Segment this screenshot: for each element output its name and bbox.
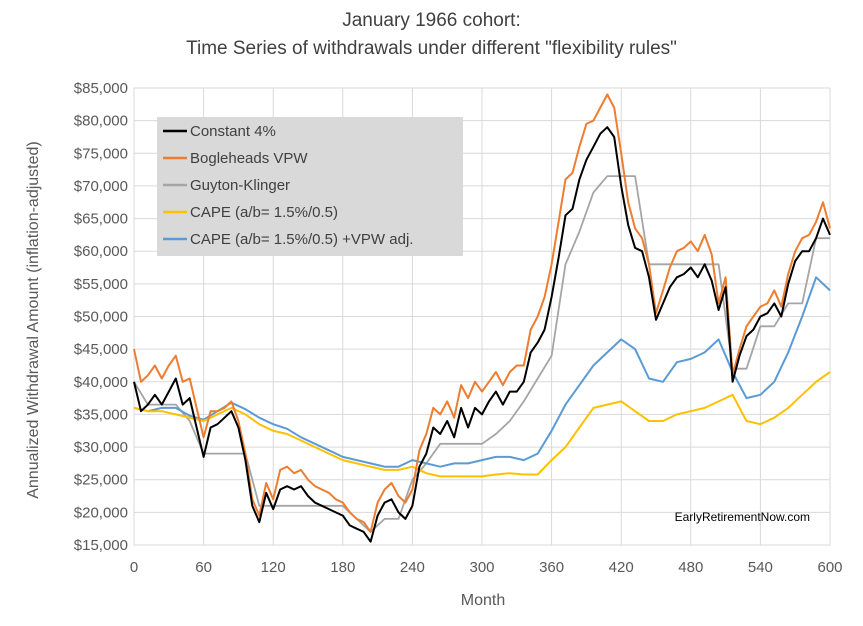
y-tick-label: $75,000 [74,145,128,162]
y-tick-label: $80,000 [74,113,128,130]
y-tick-label: $85,000 [74,80,128,97]
y-tick-label: $60,000 [74,243,128,260]
x-axis-label: Month [461,592,505,609]
y-axis-label: Annualized Withdrawal Amount (inflation-… [25,141,42,499]
source-annotation: EarlyRetirementNow.com [675,510,810,524]
x-tick-label: 60 [195,559,212,576]
axes: $15,000 $20,000 $25,000 $30,000 $35,000 $40,0… [74,80,843,576]
y-tick-label: $40,000 [74,374,128,391]
y-tick-label: $65,000 [74,211,128,228]
series-lines [133,93,831,543]
x-tick-label: 0 [130,559,138,576]
x-tick-label: 240 [400,559,425,576]
y-tick-label: $30,000 [74,439,128,456]
x-tick-label: 420 [609,559,634,576]
legend-label: Bogleheads VPW [190,150,308,167]
x-tick-label: 300 [469,559,494,576]
y-tick-label: $20,000 [74,504,128,521]
chart-title-line-2: Time Series of withdrawals under differe… [186,38,677,59]
chart-title-line-1: January 1966 cohort: [342,10,521,31]
y-tick-label: $45,000 [74,341,128,358]
legend-label: CAPE (a/b= 1.5%/0.5) [190,204,338,221]
y-tick-label: $55,000 [74,276,128,293]
y-tick-label: $25,000 [74,472,128,489]
series-line-cape-a-b-1-5-0-5 [133,371,831,478]
legend-label: Guyton-Klinger [190,177,290,194]
y-tick-label: $35,000 [74,406,128,423]
x-tick-label: 120 [261,559,286,576]
legend-label: CAPE (a/b= 1.5%/0.5) +VPW adj. [190,231,413,248]
plot-area-frame [133,87,831,546]
x-tick-label: 600 [817,559,842,576]
series-line-cape-a-b-1-5-0-5-vpw-adj [133,276,831,468]
legend: Constant 4% Bogleheads VPW Guyton-Klinger C… [157,117,463,256]
legend-label: Constant 4% [190,123,276,140]
y-tick-label: $70,000 [74,178,128,195]
y-tick-label: $50,000 [74,309,128,326]
series-line-constant-4 [133,126,831,543]
x-tick-label: 540 [748,559,773,576]
x-tick-label: 360 [539,559,564,576]
y-tick-label: $15,000 [74,537,128,554]
legend-background [157,117,463,256]
x-tick-label: 480 [678,559,703,576]
x-tick-label: 180 [330,559,355,576]
